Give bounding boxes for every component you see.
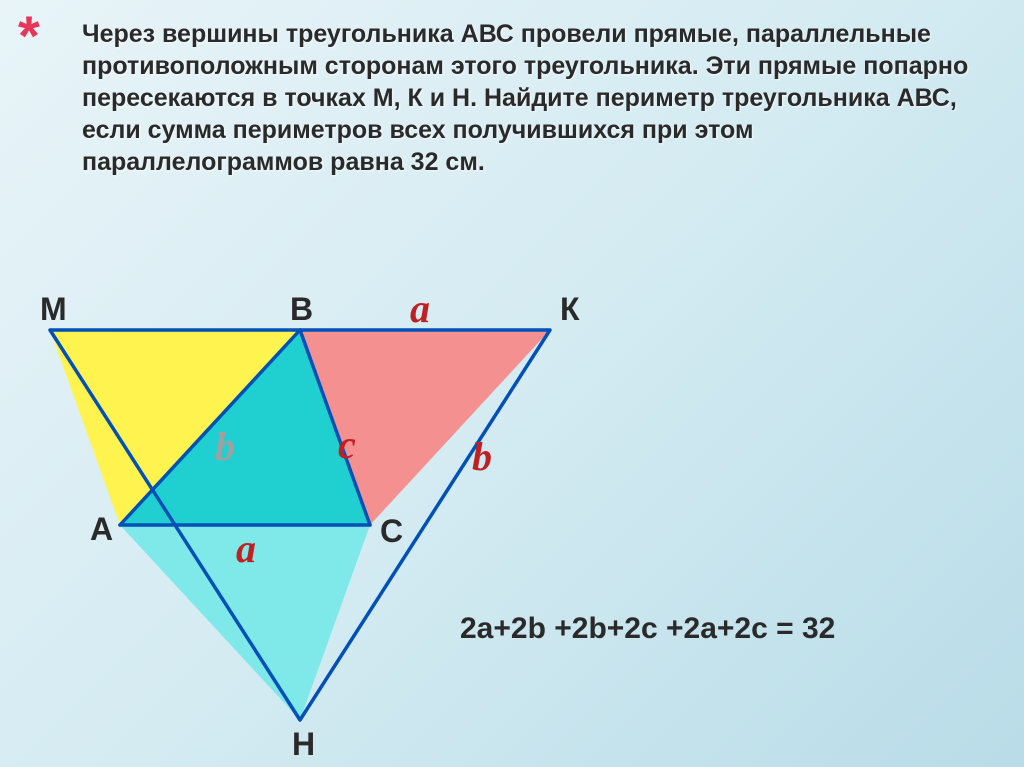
svg-text:Н: Н [292, 726, 315, 762]
svg-text:С: С [380, 513, 403, 549]
triangle-diagram: М В К А С Нa b c b a [20, 280, 720, 760]
perimeter-equation: 2a+2b +2b+2c +2a+2c = 32 [460, 612, 835, 646]
svg-text:b: b [472, 434, 492, 479]
svg-text:В: В [290, 291, 313, 327]
svg-text:a: a [410, 286, 430, 331]
svg-text:c: c [338, 422, 356, 467]
svg-text:М: М [40, 291, 67, 327]
svg-text:b: b [215, 424, 235, 469]
problem-statement: Через вершины треугольника АВС провели п… [82, 18, 984, 178]
asterisk-marker: * [18, 8, 40, 64]
svg-text:А: А [90, 511, 113, 547]
svg-text:К: К [560, 291, 580, 327]
svg-text:a: a [236, 526, 256, 571]
